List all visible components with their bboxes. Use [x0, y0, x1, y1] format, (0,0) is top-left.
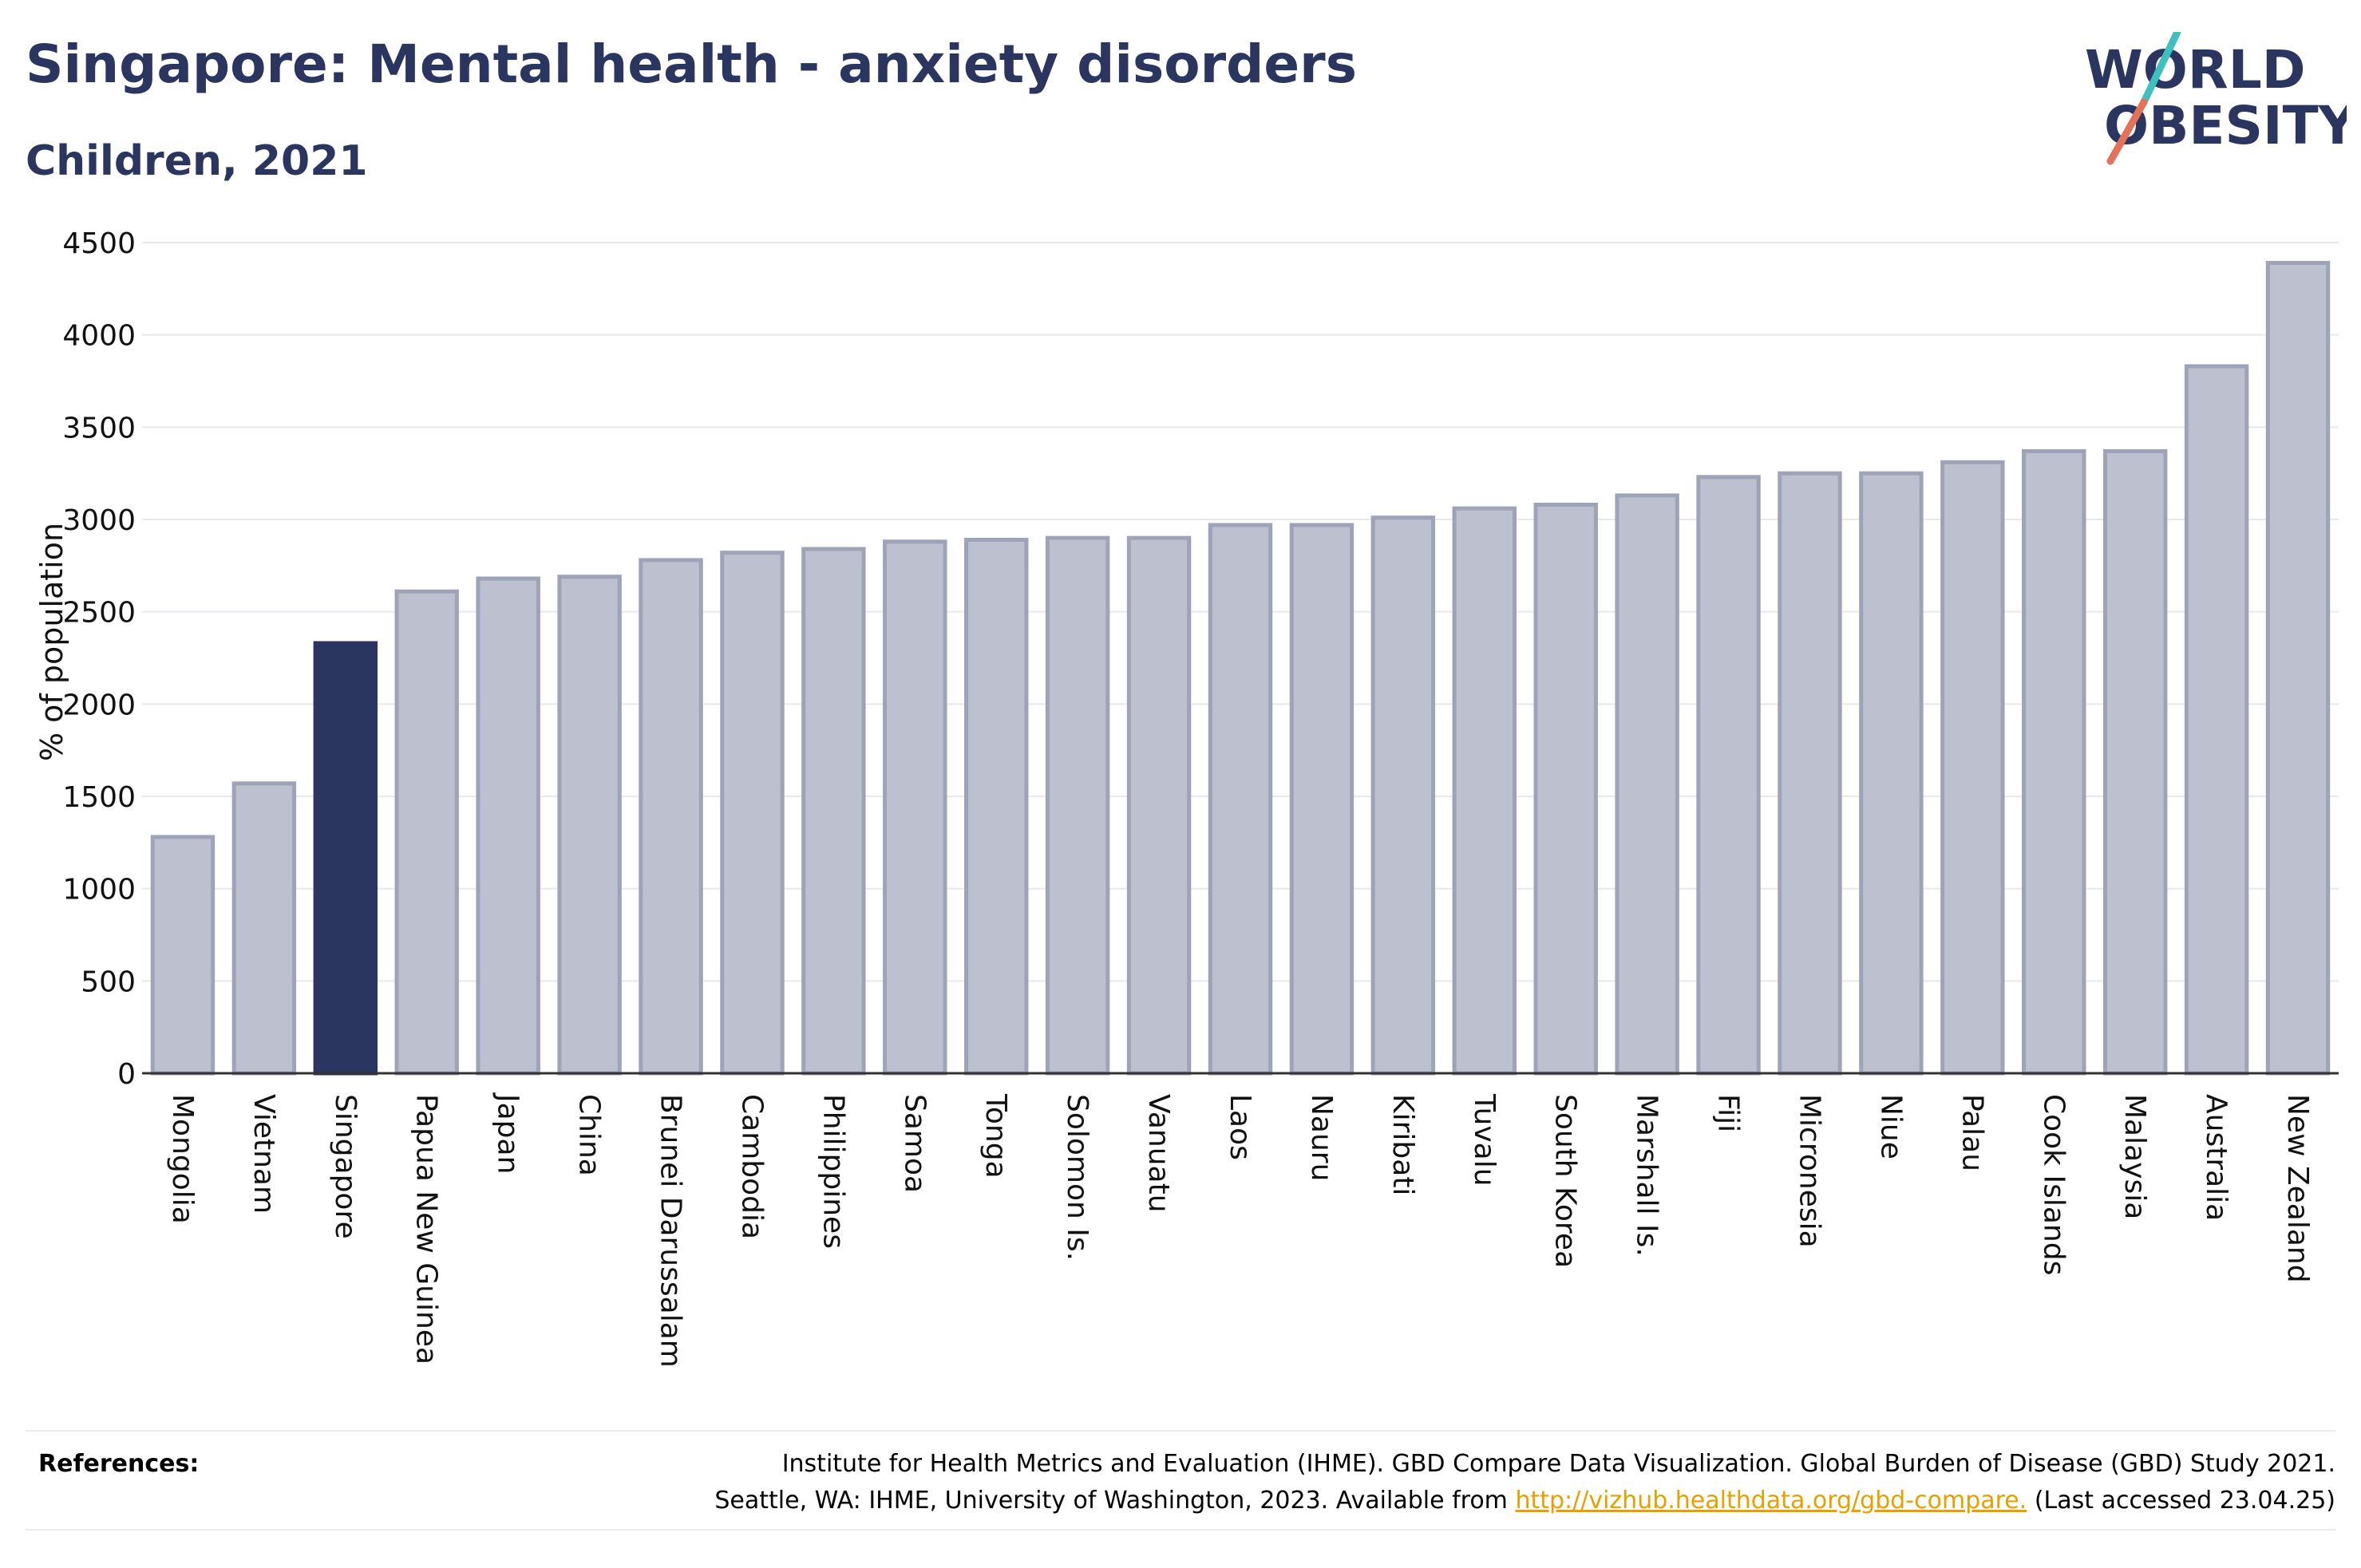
x-tick-label: Cambodia	[735, 1094, 768, 1239]
chart-subtitle: Children, 2021	[26, 137, 368, 185]
x-tick-label: Kiribati	[1386, 1094, 1419, 1195]
x-tick-label: Vanuatu	[1142, 1094, 1175, 1213]
x-tick-label: Brunei Darussalam	[655, 1094, 687, 1368]
bar-japan	[476, 576, 540, 1076]
bar-micronesia	[1778, 471, 1842, 1076]
logo-line-world: WORLD	[2085, 39, 2306, 101]
y-tick-label: 4500	[62, 227, 136, 260]
y-tick-label: 0	[117, 1058, 136, 1091]
bar-tonga	[964, 537, 1029, 1076]
bar-brunei-darussalam	[639, 558, 703, 1076]
x-tick-label: Fiji	[1712, 1094, 1745, 1132]
x-tick-label: Vietnam	[247, 1094, 280, 1214]
logo-slash-top	[2140, 32, 2181, 106]
x-tick-label: Samoa	[898, 1094, 931, 1193]
bar-singapore	[313, 641, 378, 1076]
bar-cambodia	[720, 551, 785, 1076]
x-tick-label: Japan	[492, 1092, 524, 1174]
x-tick-label: Tuvalu	[1468, 1093, 1501, 1187]
x-tick-label: Australia	[2200, 1094, 2232, 1221]
bar-australia	[2184, 364, 2249, 1076]
x-tick-label: Papua New Guinea	[410, 1094, 443, 1365]
y-tick-label: 1000	[62, 874, 136, 906]
y-axis-label: % of population	[34, 523, 69, 761]
bar-cook-islands	[2022, 448, 2086, 1076]
y-tick-label: 2500	[62, 597, 136, 630]
bar-solomon-is-	[1045, 535, 1110, 1076]
x-tick-label: Mongolia	[166, 1094, 199, 1224]
bar-vanuatu	[1126, 535, 1192, 1076]
x-tick-label: Marshall Is.	[1631, 1094, 1663, 1257]
reference-link[interactable]: http://vizhub.healthdata.org/gbd-compare…	[1515, 1487, 2027, 1515]
bar-china	[557, 575, 622, 1076]
bar-fiji	[1696, 475, 1761, 1076]
logo-slash-bottom	[2106, 98, 2148, 165]
y-tick-label: 3500	[62, 412, 136, 444]
x-tick-label: Tonga	[979, 1093, 1012, 1179]
x-tick-label: Nauru	[1305, 1094, 1338, 1181]
bar-chart: 0 500 1000 1500 2000 2500 3000 3500 4000 4500 % of…	[34, 227, 2339, 1368]
x-tick-label: China	[573, 1094, 606, 1176]
y-tick-label: 4000	[62, 320, 136, 353]
bar-malaysia	[2102, 448, 2168, 1076]
x-tick-label: Laos	[1224, 1094, 1256, 1160]
bar-palau	[1940, 460, 2005, 1076]
chart-title: Singapore: Mental health - anxiety disor…	[26, 34, 1358, 95]
x-tick-label: Micronesia	[1793, 1094, 1825, 1248]
x-tick-label: Palau	[1956, 1094, 1988, 1171]
bar-papua-new-guinea	[394, 589, 459, 1076]
y-tick-label: 500	[81, 966, 136, 998]
x-tick-label: Cook Islands	[2037, 1094, 2070, 1275]
bar-mongolia	[150, 835, 216, 1076]
bar-nauru	[1289, 523, 1355, 1076]
y-tick-label: 1500	[62, 781, 136, 814]
references-divider-top	[26, 1430, 2335, 1432]
y-tick-label: 3000	[62, 504, 136, 537]
reference-line-1: Institute for Health Metrics and Evaluat…	[781, 1450, 2335, 1478]
bar-laos	[1208, 523, 1273, 1076]
bar-vietnam	[231, 781, 297, 1076]
reference-line-2-suffix: (Last accessed 23.04.25)	[2027, 1487, 2335, 1515]
reference-line-2: Seattle, WA: IHME, University of Washing…	[714, 1483, 2335, 1519]
bar-samoa	[883, 539, 947, 1076]
y-tick-label: 2000	[62, 689, 136, 721]
bar-marshall-is-	[1615, 493, 1679, 1076]
references-divider-bottom	[26, 1529, 2335, 1530]
reference-line-2-prefix: Seattle, WA: IHME, University of Washing…	[714, 1487, 1516, 1515]
world-obesity-logo: WORLD OBESITY	[2085, 32, 2347, 165]
x-tick-label: Malaysia	[2118, 1094, 2151, 1219]
x-tick-label: Solomon Is.	[1061, 1094, 1093, 1261]
bar-philippines	[801, 547, 866, 1076]
bar-south-korea	[1533, 502, 1598, 1076]
x-tick-label: Philippines	[817, 1094, 849, 1249]
x-tick-label: Niue	[1874, 1094, 1907, 1159]
x-tick-label: Singapore	[329, 1094, 362, 1239]
references-text: Institute for Health Metrics and Evaluat…	[714, 1446, 2335, 1519]
bar-niue	[1859, 471, 1924, 1076]
bar-new-zealand	[2265, 260, 2331, 1076]
x-tick-label: New Zealand	[2281, 1094, 2314, 1283]
x-tick-label: South Korea	[1549, 1094, 1582, 1268]
bar-kiribati	[1370, 515, 1436, 1076]
references-label: References:	[38, 1450, 200, 1478]
bar-tuvalu	[1452, 506, 1517, 1076]
